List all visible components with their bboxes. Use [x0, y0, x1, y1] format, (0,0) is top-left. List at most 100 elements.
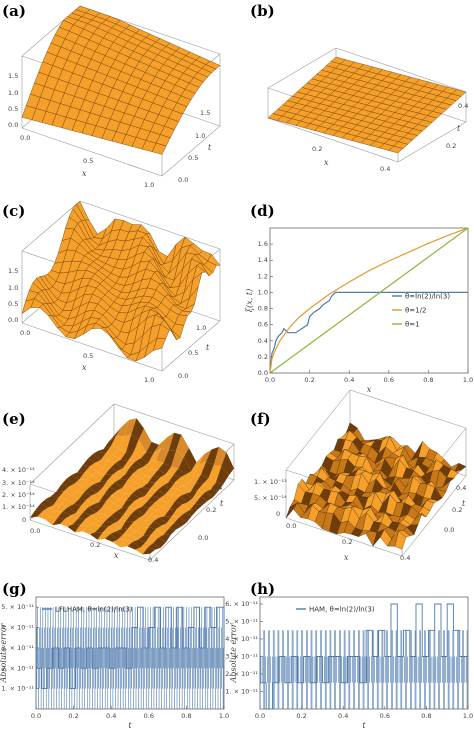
surface-patch — [76, 485, 90, 494]
surface-patch — [126, 434, 139, 453]
surface-patch — [58, 491, 72, 499]
panel-a-x-tick: 1.0 — [144, 181, 154, 189]
surface-patch — [66, 474, 80, 484]
panel-a-t-tick: 1.0 — [195, 132, 205, 140]
y-tick-label: 6. × 10⁻¹¹ — [225, 600, 258, 608]
surface-patch — [160, 474, 174, 483]
surface-patch — [126, 493, 140, 502]
box-edge — [113, 403, 235, 445]
box-edge — [21, 322, 163, 372]
surface-patch — [90, 532, 103, 540]
surface-patch — [159, 516, 172, 524]
surface-patch — [104, 487, 117, 495]
surface-patch — [394, 530, 407, 550]
panel-e-z-tick: 1. × 10⁻¹⁴ — [2, 503, 35, 511]
surface-patch — [114, 499, 127, 509]
box-edge — [29, 403, 115, 485]
surface-patch — [162, 481, 176, 489]
panel-e-x-tick: 0.2 — [90, 541, 100, 549]
panel-e-ticks: 4. × 10⁻¹⁴ 3. × 10⁻¹⁴ 2. × 10⁻¹⁴ 1. × 10… — [2, 466, 224, 564]
surface-patch — [118, 513, 132, 521]
panel-f-z-tick: 1. × 10⁻¹³ — [254, 478, 287, 486]
surface-patch — [81, 499, 94, 508]
panel-f-x-tick: 0.4 — [400, 554, 410, 562]
surface-patch — [95, 526, 108, 533]
surface-patch — [187, 497, 201, 504]
surface-patch — [188, 474, 201, 484]
surface-patch — [189, 503, 203, 511]
panel-b-x-tick: 0.2 — [312, 145, 322, 153]
surface-patch — [115, 459, 129, 469]
surface-patch — [147, 543, 161, 550]
surface-patch — [151, 509, 165, 518]
panel-f-surface-plot — [285, 389, 467, 557]
surface-patch — [37, 511, 51, 520]
surface-patch — [146, 441, 159, 453]
panel-c-t-tick: 1.0 — [196, 324, 206, 332]
surface-patch — [112, 539, 126, 548]
surface-patch — [141, 520, 154, 528]
box-edge — [29, 519, 151, 561]
panel-a-ticks: 1.5 1.0 0.5 0.0 0.0 0.5 1.0 x 1.5 1.0 0.… — [8, 72, 212, 189]
surface-patch — [142, 482, 156, 490]
surface-patch — [100, 453, 114, 461]
surface-patch — [163, 450, 177, 468]
surface-patch — [153, 469, 166, 478]
box-edge — [79, 200, 221, 250]
surface-patch — [162, 501, 175, 510]
surface-patch — [135, 547, 148, 555]
surface-patch — [153, 437, 167, 453]
surface-patch — [174, 517, 187, 527]
panel-a-z-tick: 0.5 — [8, 105, 18, 113]
surface-patch — [176, 434, 189, 458]
surface-patch — [149, 502, 162, 510]
surface-patch — [195, 497, 208, 506]
surface-patch — [153, 338, 166, 351]
panel-label-d: (d) — [250, 202, 275, 220]
surface-patch — [190, 483, 204, 492]
panel-a-z-tick: 1.5 — [8, 72, 18, 80]
surface-patch — [98, 514, 111, 522]
surface-patch — [110, 531, 123, 540]
series-line — [269, 291, 468, 374]
panel-e-z-tick: 0 — [22, 516, 26, 524]
surface-patch — [105, 515, 119, 524]
surface-patch — [125, 466, 138, 475]
surface-patch — [79, 472, 93, 480]
panel-a-t-tick: 1.5 — [200, 109, 210, 117]
panel-c-x-tick: 0.0 — [20, 329, 30, 337]
x-tick-label: 0.4 — [344, 376, 354, 384]
panel-f-t-tick: 0.2 — [452, 506, 462, 514]
surface-patch — [173, 468, 186, 478]
surface-patch — [102, 526, 116, 534]
panel-label-e: (e) — [2, 410, 26, 428]
y-axis-label: ξ(x, t) — [245, 289, 254, 312]
surface-patch — [99, 494, 112, 503]
surface-patch — [60, 518, 73, 527]
panel-e-x-tick: 0.4 — [148, 556, 158, 564]
surface-patch — [95, 460, 108, 468]
surface-patch — [203, 478, 216, 490]
surface-patch — [159, 494, 173, 504]
box-edge — [349, 389, 467, 429]
surface-patch — [221, 452, 234, 476]
surface-patch — [135, 527, 149, 536]
surface-patch — [150, 460, 164, 470]
y-tick-label: 3. × 10⁻¹¹ — [225, 653, 258, 661]
surface-patch — [161, 523, 174, 529]
panel-b-t-tick: 0.2 — [446, 142, 456, 150]
surface-patch — [83, 507, 96, 516]
y-tick-label: 0.4 — [258, 337, 268, 345]
surface-patch — [165, 467, 179, 476]
panel-f-x-label: x — [344, 553, 349, 562]
panel-c-ticks: 1.5 1.0 0.5 0.0 0.0 0.5 1.0 x 1.0 0.5 0.… — [8, 267, 210, 384]
surface-patch — [168, 475, 181, 483]
surface-patch — [132, 539, 146, 548]
panel-b-ticks: 0.2 0.4 x 0.4 0.2 t — [312, 102, 468, 173]
surface-patch — [180, 493, 193, 503]
panel-label-f: (f) — [250, 410, 271, 428]
surface-patch — [143, 527, 156, 536]
panel-e-x-tick: 0.0 — [30, 527, 40, 535]
surface-patch — [169, 501, 183, 510]
